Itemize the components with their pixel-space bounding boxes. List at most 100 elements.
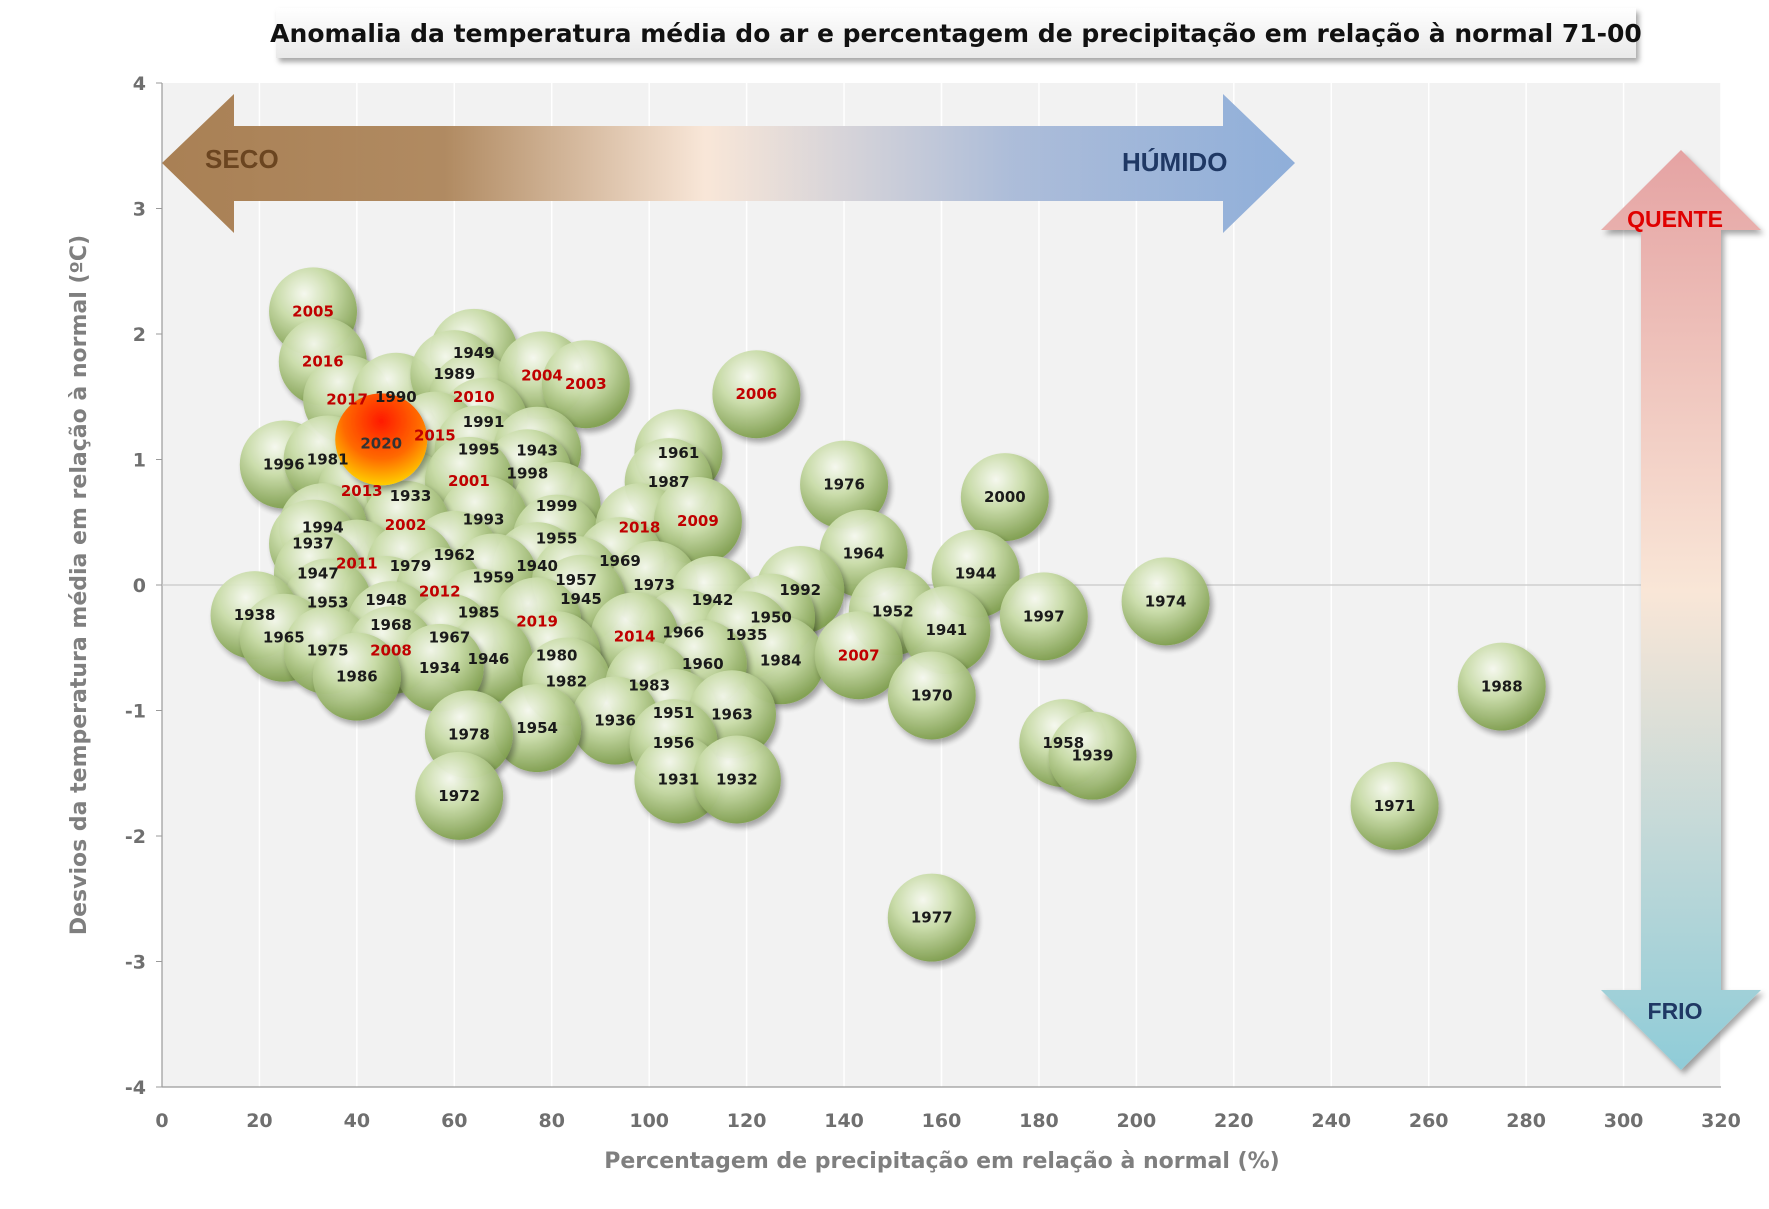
year-label-1979: 1979 — [390, 557, 432, 575]
year-label-1932: 1932 — [716, 771, 758, 789]
year-label-1989: 1989 — [433, 365, 475, 383]
year-label-2017: 2017 — [326, 390, 368, 408]
bubble-2006 — [712, 350, 801, 439]
year-label-1956: 1956 — [653, 734, 695, 752]
bubble-1977 — [887, 873, 976, 962]
year-label-1987: 1987 — [648, 473, 690, 491]
year-label-1952: 1952 — [872, 602, 914, 620]
year-label-1958: 1958 — [1042, 734, 1084, 752]
year-label-1950: 1950 — [750, 609, 792, 627]
year-label-1951: 1951 — [653, 704, 695, 722]
dry-wet-arrow: SECO HÚMIDO — [162, 94, 1295, 233]
y-tick-label: -3 — [125, 952, 146, 974]
bubble-1974 — [1121, 557, 1210, 646]
year-label-1969: 1969 — [599, 552, 641, 570]
year-label-1961: 1961 — [658, 444, 700, 462]
year-label-2000: 2000 — [984, 488, 1026, 506]
year-label-1967: 1967 — [429, 629, 471, 647]
hot-label: QUENTE — [1627, 206, 1723, 232]
bubble-1934 — [395, 623, 484, 712]
x-tick-label: 100 — [629, 1110, 669, 1132]
bubble-1939 — [1048, 711, 1137, 800]
year-label-2002: 2002 — [385, 516, 427, 534]
y-tick-label: 2 — [133, 324, 146, 346]
year-label-1968: 1968 — [370, 616, 412, 634]
x-tick-label: 180 — [1019, 1110, 1059, 1132]
hot-cold-arrow: QUENTE FRIO — [1601, 150, 1761, 1070]
x-tick-label: 240 — [1311, 1110, 1351, 1132]
year-label-1945: 1945 — [560, 590, 602, 608]
x-tick-label: 200 — [1117, 1110, 1157, 1132]
year-label-1934: 1934 — [419, 659, 461, 677]
year-label-1955: 1955 — [536, 530, 578, 548]
year-label-1946: 1946 — [468, 650, 510, 668]
year-label-1978: 1978 — [448, 725, 490, 743]
x-tick-label: 320 — [1701, 1110, 1741, 1132]
year-label-2014: 2014 — [614, 627, 656, 645]
year-label-1983: 1983 — [628, 676, 670, 694]
year-label-1957: 1957 — [555, 571, 597, 589]
year-label-1993: 1993 — [463, 511, 505, 529]
x-tick-label: 60 — [441, 1110, 467, 1132]
y-tick-label: -2 — [125, 826, 146, 848]
year-label-1975: 1975 — [307, 641, 349, 659]
year-label-1971: 1971 — [1374, 797, 1416, 815]
year-label-1962: 1962 — [433, 546, 475, 564]
dry-label: SECO — [205, 144, 279, 174]
year-label-1943: 1943 — [516, 442, 558, 460]
year-label-2010: 2010 — [453, 388, 495, 406]
year-label-1937: 1937 — [292, 535, 334, 553]
year-label-1985: 1985 — [458, 604, 500, 622]
year-label-1999: 1999 — [536, 497, 578, 515]
year-label-2007: 2007 — [838, 646, 880, 664]
y-tick-label: 0 — [133, 575, 146, 597]
year-label-1982: 1982 — [545, 673, 587, 691]
year-label-2018: 2018 — [619, 518, 661, 536]
year-label-2016: 2016 — [302, 353, 344, 371]
y-tick-label: -4 — [125, 1077, 146, 1099]
year-label-1941: 1941 — [925, 621, 967, 639]
year-label-1939: 1939 — [1072, 747, 1114, 765]
x-tick-label: 280 — [1506, 1110, 1546, 1132]
year-label-2011: 2011 — [336, 555, 378, 573]
year-label-1944: 1944 — [955, 565, 997, 583]
y-axis-title: Desvios da temperatura média em relação … — [67, 235, 92, 935]
year-label-2006: 2006 — [735, 385, 777, 403]
year-label-1948: 1948 — [365, 591, 407, 609]
year-label-1986: 1986 — [336, 668, 378, 686]
x-tick-label: 40 — [344, 1110, 370, 1132]
bubble-1986 — [312, 632, 401, 721]
year-label-2004: 2004 — [521, 366, 563, 384]
year-label-1940: 1940 — [516, 557, 558, 575]
bubble-1971 — [1350, 761, 1439, 850]
year-label-1936: 1936 — [594, 712, 636, 730]
year-label-1970: 1970 — [911, 686, 953, 704]
year-label-1935: 1935 — [726, 626, 768, 644]
bubble-2009 — [653, 476, 742, 565]
bubble-1954 — [493, 684, 582, 773]
year-label-1980: 1980 — [536, 646, 578, 664]
x-tick-label: 160 — [922, 1110, 962, 1132]
year-label-1990: 1990 — [375, 388, 417, 406]
x-tick-label: 0 — [155, 1110, 168, 1132]
year-label-1938: 1938 — [234, 606, 276, 624]
year-label-1965: 1965 — [263, 629, 305, 647]
bubble-1972 — [415, 751, 504, 840]
year-label-1994: 1994 — [302, 518, 344, 536]
axes: 0 20 40 60 80 100 120 140 160 180 200 220 240 260 280 3… — [125, 73, 1741, 1132]
year-label-1976: 1976 — [823, 476, 865, 494]
year-label-1972: 1972 — [438, 787, 480, 805]
bubbles — [210, 267, 1546, 962]
x-axis-title: Percentagem de precipitação em relação à… — [604, 1149, 1279, 1174]
wet-label: HÚMIDO — [1122, 147, 1227, 177]
year-label-1953: 1953 — [307, 594, 349, 612]
year-label-2013: 2013 — [341, 482, 383, 500]
year-label-2001: 2001 — [448, 472, 490, 490]
bubble-2007 — [814, 611, 903, 700]
x-tick-label: 140 — [824, 1110, 864, 1132]
y-tick-label: 1 — [133, 450, 146, 472]
bubble-2020 — [335, 393, 428, 486]
y-tick-label: 3 — [133, 199, 146, 221]
year-label-2009: 2009 — [677, 512, 719, 530]
